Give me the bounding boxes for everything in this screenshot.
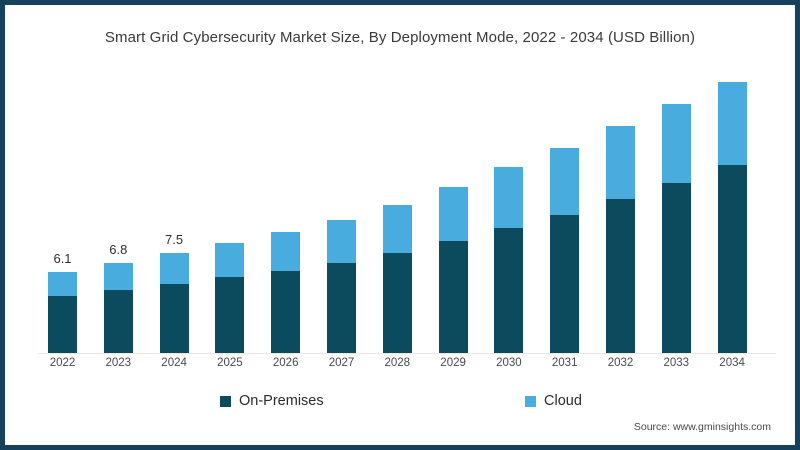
x-axis-tick-2029: 2029 bbox=[440, 357, 466, 369]
bar-group bbox=[271, 231, 301, 353]
chart-legend: On-Premises Cloud bbox=[5, 393, 795, 415]
bar-segment-on-premises[interactable] bbox=[606, 198, 635, 353]
bar-segment-cloud[interactable] bbox=[327, 219, 356, 263]
bar-segment-on-premises[interactable] bbox=[159, 283, 189, 353]
bar-group bbox=[215, 242, 245, 353]
bar-group: 7.5 bbox=[159, 232, 189, 353]
bar-segment-cloud[interactable] bbox=[271, 231, 301, 271]
x-axis-tick-2033: 2033 bbox=[663, 357, 690, 369]
bar-segment-cloud[interactable] bbox=[215, 242, 245, 278]
x-axis-tick-2028: 2028 bbox=[384, 357, 411, 369]
x-axis-tick-2031: 2031 bbox=[551, 357, 578, 369]
bar-segment-cloud[interactable] bbox=[606, 125, 635, 199]
legend-swatch-icon bbox=[220, 395, 231, 407]
bar-segment-on-premises[interactable] bbox=[494, 227, 524, 353]
bar-segment-cloud[interactable] bbox=[103, 262, 133, 291]
x-axis-tick-2034: 2034 bbox=[719, 357, 745, 369]
legend-label: On-Premises bbox=[239, 393, 324, 409]
bar-segment-on-premises[interactable] bbox=[717, 165, 747, 353]
x-axis-tick-2026: 2026 bbox=[272, 357, 299, 369]
bar-group bbox=[438, 186, 468, 353]
x-axis-tick-2024: 2024 bbox=[161, 357, 187, 369]
x-axis-tick-2023: 2023 bbox=[105, 357, 132, 369]
bar-segment-on-premises[interactable] bbox=[271, 270, 301, 353]
bar-group bbox=[606, 125, 635, 353]
axis-baseline bbox=[38, 353, 776, 354]
bar-value-label: 6.8 bbox=[109, 241, 128, 257]
bar-group bbox=[661, 104, 691, 353]
bar-group bbox=[550, 148, 580, 353]
source-attribution: Source: www.gminsights.com bbox=[633, 421, 771, 433]
bar-segment-on-premises[interactable] bbox=[327, 262, 356, 353]
legend-item-on-premises[interactable]: On-Premises bbox=[220, 393, 324, 409]
bar-segment-cloud[interactable] bbox=[382, 205, 412, 254]
x-axis-tick-labels: 2022 2023 2024 2025 2026 2027 2028 2029 2030 2031… bbox=[30, 357, 780, 377]
bar-segment-on-premises[interactable] bbox=[103, 290, 133, 353]
bar-segment-cloud[interactable] bbox=[717, 81, 747, 166]
bar-segment-cloud[interactable] bbox=[550, 148, 580, 215]
bar-segment-cloud[interactable] bbox=[438, 186, 468, 242]
x-axis-tick-2030: 2030 bbox=[496, 357, 522, 369]
bar-value-label: 7.5 bbox=[165, 232, 184, 248]
bar-segment-cloud[interactable] bbox=[494, 166, 524, 228]
bar-segment-on-premises[interactable] bbox=[48, 295, 77, 353]
x-axis-tick-2022: 2022 bbox=[49, 357, 76, 369]
plot-area: 6.1 6.8 7.5 bbox=[30, 65, 780, 355]
x-axis-tick-2032: 2032 bbox=[607, 357, 634, 369]
bar-segment-on-premises[interactable] bbox=[382, 253, 412, 353]
legend-item-cloud[interactable]: Cloud bbox=[525, 393, 582, 409]
bar-segment-cloud[interactable] bbox=[159, 253, 189, 284]
legend-swatch-icon bbox=[525, 395, 536, 407]
bar-segment-cloud[interactable] bbox=[661, 104, 691, 183]
bar-segment-on-premises[interactable] bbox=[438, 241, 468, 353]
x-axis-tick-2027: 2027 bbox=[328, 357, 355, 369]
bar-segment-on-premises[interactable] bbox=[215, 277, 245, 353]
legend-label: Cloud bbox=[544, 393, 582, 409]
bar-segment-on-premises[interactable] bbox=[661, 182, 691, 353]
bar-group bbox=[327, 219, 356, 353]
bar-value-label: 6.1 bbox=[53, 250, 72, 266]
bar-group bbox=[494, 166, 524, 353]
bar-group: 6.8 bbox=[103, 242, 133, 353]
bar-group bbox=[382, 205, 412, 353]
x-axis-tick-2025: 2025 bbox=[217, 357, 243, 369]
bar-group bbox=[717, 81, 747, 353]
bar-segment-on-premises[interactable] bbox=[550, 214, 580, 353]
chart-title: Smart Grid Cybersecurity Market Size, By… bbox=[104, 29, 696, 46]
bar-group: 6.1 bbox=[48, 251, 77, 353]
bar-segment-cloud[interactable] bbox=[48, 271, 77, 296]
